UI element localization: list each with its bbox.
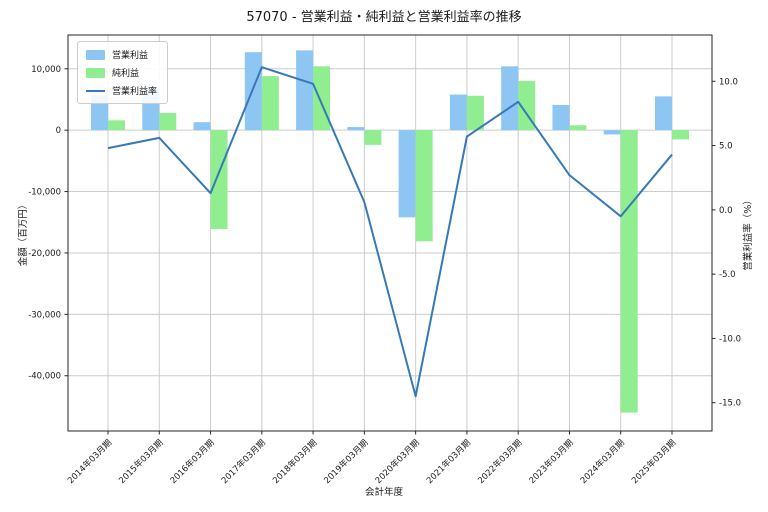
y-tick-label-left-1: 0 <box>56 126 61 136</box>
bar-operating-profit-5 <box>347 127 365 131</box>
legend-item-net-profit: 純利益 <box>86 66 157 79</box>
x-tick-label-7: 2021年03月期 <box>424 437 473 486</box>
x-axis-label: 会計年度 <box>364 487 403 498</box>
legend-label-net-profit: 純利益 <box>112 69 140 79</box>
axes-spines <box>67 34 713 432</box>
bar-operating-profit-7 <box>449 94 467 131</box>
bar-net-profit-0 <box>108 120 125 131</box>
x-tick-label-9: 2023年03月期 <box>527 437 576 486</box>
x-tick-label-10: 2024年03月期 <box>578 437 627 486</box>
bar-net-profit-8 <box>518 81 536 131</box>
x-tick-label-6: 2020年03月期 <box>373 437 422 486</box>
bar-net-profit-4 <box>313 66 331 131</box>
legend-item-margin: 営業利益率 <box>86 84 157 97</box>
y-axis-label-right: 営業利益率（%） <box>743 195 754 271</box>
bar-net-profit-1 <box>159 112 177 131</box>
x-tick-label-11: 2025年03月期 <box>629 437 678 486</box>
y-tick-label-right-3: -5.0 <box>719 270 736 280</box>
legend-label-margin: 営業利益率 <box>112 87 158 97</box>
x-tick-label-0: 2014年03月期 <box>65 437 114 486</box>
x-tick-label-2: 2016年03月期 <box>168 437 217 486</box>
y-tick-label-left-3: -20,000 <box>28 249 61 259</box>
margin-line-swatch-icon <box>86 86 105 96</box>
bar-net-profit-11 <box>672 130 689 140</box>
y-tick-label-left-2: -10,000 <box>28 188 61 198</box>
y-tick-label-right-4: -10.0 <box>719 334 741 344</box>
x-tick-label-3: 2017年03月期 <box>219 437 268 486</box>
bar-net-profit-2 <box>210 130 228 230</box>
y-tick-label-right-2: 0.0 <box>719 206 733 216</box>
bar-net-profit-5 <box>364 130 382 145</box>
operating-margin-line <box>107 66 673 398</box>
bar-net-profit-9 <box>569 125 587 131</box>
bar-operating-profit-8 <box>501 66 519 131</box>
y-tick-label-right-1: 5.0 <box>719 142 733 152</box>
bar-operating-profit-11 <box>655 96 672 131</box>
legend-label-operating-profit: 営業利益 <box>112 51 149 61</box>
y-tick-label-right-0: 10.0 <box>719 77 738 87</box>
bar-operating-profit-10 <box>603 130 621 135</box>
x-tick-label-8: 2022年03月期 <box>476 437 525 486</box>
y-tick-label-right-5: -15.0 <box>719 399 741 409</box>
bar-operating-profit-3 <box>244 52 262 131</box>
bar-operating-profit-4 <box>296 50 314 131</box>
bar-net-profit-3 <box>261 76 279 131</box>
net-profit-swatch-icon <box>86 67 105 78</box>
y-tick-label-left-0: 10,000 <box>31 65 61 75</box>
chart-title: 57070 - 営業利益・純利益と営業利益率の推移 <box>246 10 522 25</box>
y-axis-label-left: 金額（百万円） <box>18 199 29 267</box>
x-tick-label-1: 2015年03月期 <box>117 437 166 486</box>
y-tick-label-left-4: -30,000 <box>28 310 61 320</box>
legend: 営業利益 純利益 営業利益率 <box>77 41 169 104</box>
bar-operating-profit-6 <box>398 130 416 218</box>
bar-operating-profit-2 <box>193 122 211 131</box>
x-tick-label-4: 2018年03月期 <box>270 437 319 486</box>
bar-net-profit-7 <box>466 95 484 131</box>
bar-net-profit-10 <box>620 130 638 413</box>
operating-profit-swatch-icon <box>86 49 105 60</box>
bar-operating-profit-9 <box>552 104 570 131</box>
bar-net-profit-6 <box>415 130 433 242</box>
x-tick-label-5: 2019年03月期 <box>322 437 371 486</box>
legend-item-operating-profit: 営業利益 <box>86 48 157 61</box>
y-tick-label-left-5: -40,000 <box>28 372 61 382</box>
